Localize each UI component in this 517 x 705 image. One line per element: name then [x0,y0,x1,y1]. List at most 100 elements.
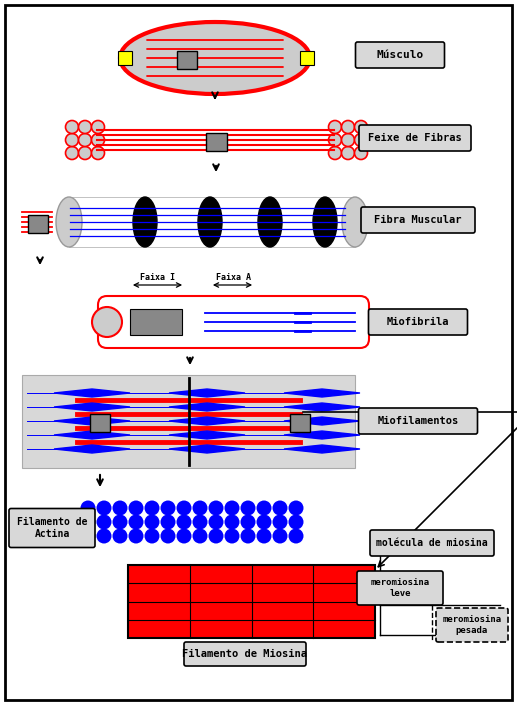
FancyBboxPatch shape [361,207,475,233]
Circle shape [208,515,223,529]
Polygon shape [169,417,245,425]
Circle shape [342,147,355,159]
Text: Faixa I: Faixa I [140,273,175,282]
Circle shape [66,121,79,133]
Circle shape [272,501,287,515]
FancyBboxPatch shape [128,565,375,638]
Ellipse shape [313,197,337,247]
Polygon shape [54,445,130,453]
Polygon shape [284,417,360,425]
Ellipse shape [133,197,157,247]
Circle shape [144,529,160,544]
FancyBboxPatch shape [359,125,471,151]
FancyBboxPatch shape [370,530,494,556]
Circle shape [81,515,96,529]
Circle shape [176,501,191,515]
Circle shape [92,147,104,159]
Polygon shape [284,403,360,411]
Circle shape [160,501,175,515]
Ellipse shape [198,197,222,247]
Polygon shape [54,417,130,425]
Polygon shape [284,431,360,439]
Circle shape [240,501,255,515]
Text: Faixa A: Faixa A [216,273,251,282]
Text: Filamento de Miosina: Filamento de Miosina [183,649,308,659]
Circle shape [342,133,355,147]
Ellipse shape [120,22,310,94]
Circle shape [160,529,175,544]
Text: Miofilamentos: Miofilamentos [377,416,459,426]
Ellipse shape [258,197,282,247]
Polygon shape [54,431,130,439]
Circle shape [144,501,160,515]
Circle shape [208,529,223,544]
Circle shape [92,307,122,337]
Circle shape [129,515,144,529]
Circle shape [355,147,368,159]
FancyBboxPatch shape [369,309,467,335]
FancyBboxPatch shape [436,608,508,642]
FancyBboxPatch shape [357,571,443,605]
FancyBboxPatch shape [9,508,95,548]
Circle shape [272,515,287,529]
Circle shape [208,501,223,515]
FancyBboxPatch shape [300,51,314,65]
FancyBboxPatch shape [28,215,48,233]
FancyBboxPatch shape [90,414,110,432]
Polygon shape [54,403,130,411]
Circle shape [176,529,191,544]
FancyBboxPatch shape [358,408,478,434]
Polygon shape [169,431,245,439]
Circle shape [288,515,303,529]
Circle shape [256,529,271,544]
Circle shape [256,501,271,515]
FancyBboxPatch shape [98,296,369,348]
Circle shape [79,133,92,147]
Circle shape [328,121,342,133]
FancyBboxPatch shape [130,309,182,335]
Polygon shape [54,389,130,397]
Circle shape [224,515,239,529]
Circle shape [92,121,104,133]
Circle shape [129,501,144,515]
Circle shape [224,529,239,544]
Circle shape [113,515,128,529]
Circle shape [66,147,79,159]
Text: Fibra Muscular: Fibra Muscular [374,215,462,225]
Circle shape [328,133,342,147]
Text: Músculo: Músculo [376,50,423,60]
Circle shape [342,121,355,133]
Circle shape [92,133,104,147]
FancyBboxPatch shape [177,51,197,69]
Circle shape [288,529,303,544]
Circle shape [176,515,191,529]
Circle shape [160,515,175,529]
Circle shape [192,501,207,515]
FancyBboxPatch shape [290,414,310,432]
Circle shape [97,515,112,529]
Circle shape [288,501,303,515]
Circle shape [97,529,112,544]
Circle shape [97,501,112,515]
Ellipse shape [56,197,82,247]
Circle shape [81,501,96,515]
FancyBboxPatch shape [184,642,306,666]
Text: Feixe de Fibras: Feixe de Fibras [368,133,462,143]
Circle shape [113,501,128,515]
Polygon shape [169,445,245,453]
Circle shape [192,529,207,544]
Circle shape [272,529,287,544]
Circle shape [66,133,79,147]
Text: meromiosina
pesada: meromiosina pesada [443,615,501,634]
Circle shape [79,147,92,159]
Circle shape [256,515,271,529]
Polygon shape [169,389,245,397]
Polygon shape [169,403,245,411]
FancyBboxPatch shape [356,42,445,68]
FancyBboxPatch shape [5,5,512,700]
Circle shape [240,529,255,544]
Text: Filamento de
Actina: Filamento de Actina [17,517,87,539]
Circle shape [240,515,255,529]
FancyBboxPatch shape [206,133,227,151]
FancyBboxPatch shape [118,51,132,65]
